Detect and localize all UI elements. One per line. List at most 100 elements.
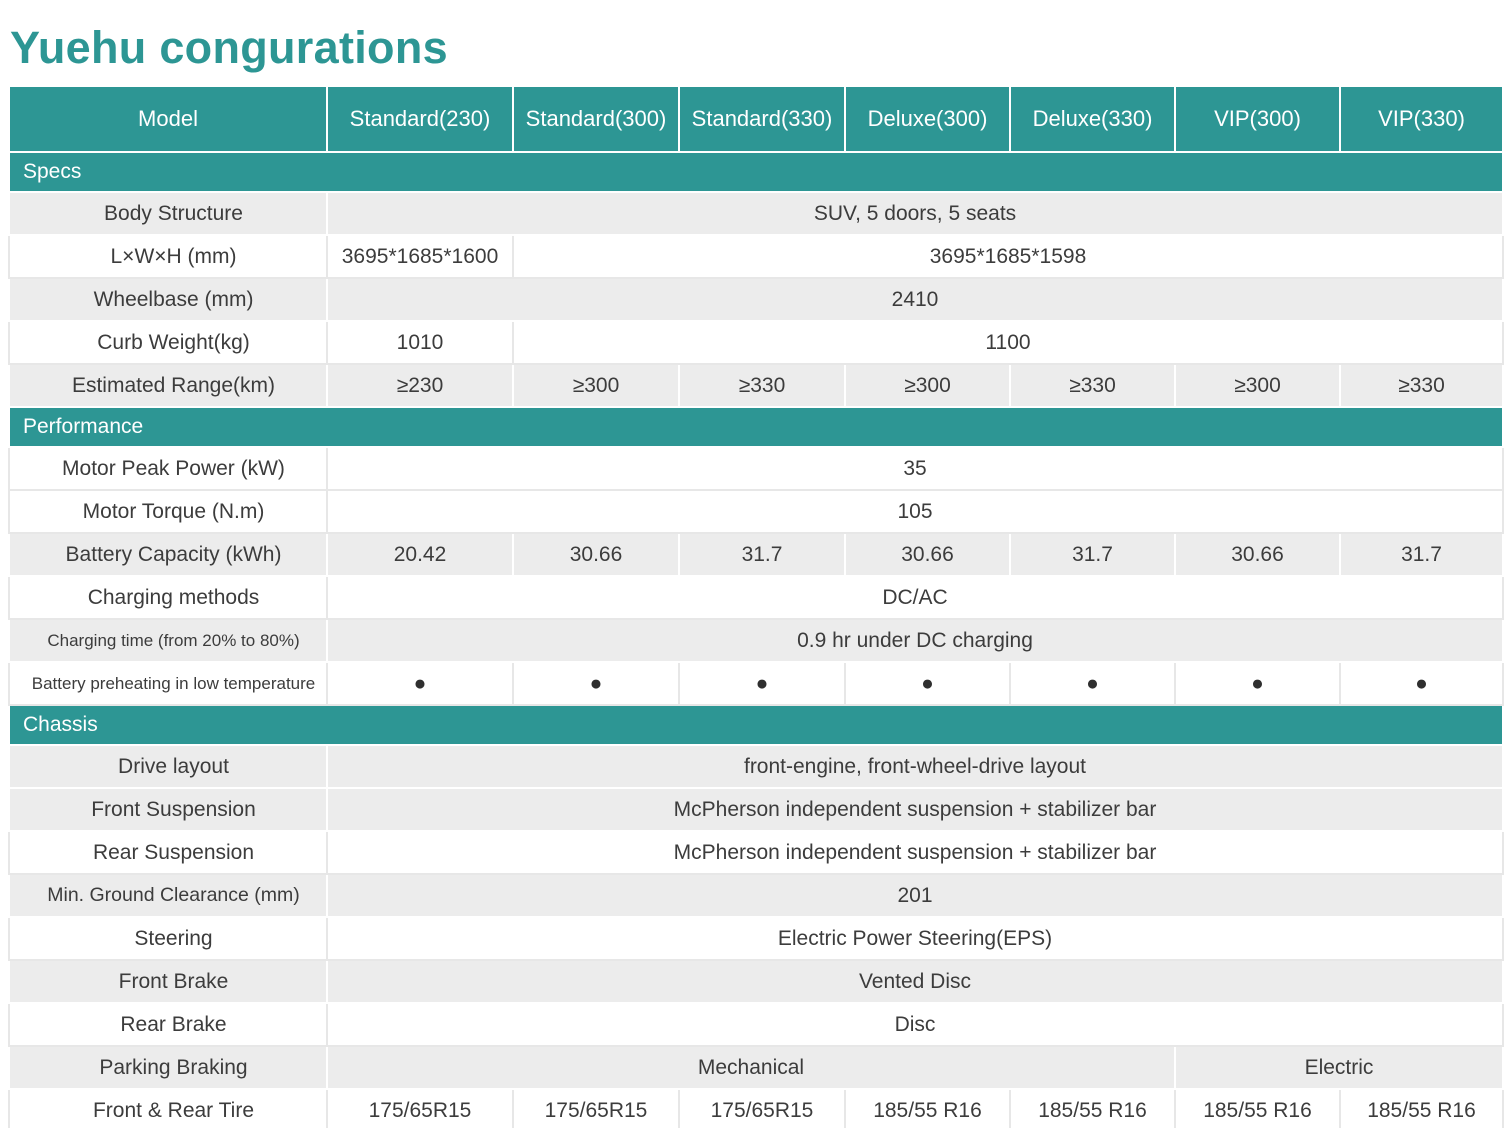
row-body-structure: Body Structure SUV, 5 doors, 5 seats: [8, 191, 1504, 237]
page-title: Yuehu congurations: [10, 22, 448, 73]
feature-dot: ●: [678, 661, 846, 707]
row-label: Steering: [8, 916, 328, 962]
row-drive-layout: Drive layout front-engine, front-wheel-d…: [8, 744, 1504, 790]
value-cell: 175/65R15: [512, 1088, 680, 1128]
spec-table: Model Standard(230) Standard(300) Standa…: [8, 85, 1504, 1128]
value-cell: 1100: [512, 320, 1504, 366]
table-header-row: Model Standard(230) Standard(300) Standa…: [8, 85, 1504, 154]
section-header-chassis: Chassis: [8, 704, 1504, 747]
row-label: Min. Ground Clearance (mm): [8, 873, 328, 919]
value-cell: Electric Power Steering(EPS): [326, 916, 1504, 962]
row-charging-methods: Charging methods DC/AC: [8, 575, 1504, 621]
row-label: Rear Suspension: [8, 830, 328, 876]
column-header-vip-300: VIP(300): [1174, 85, 1341, 154]
value-cell: 175/65R15: [326, 1088, 514, 1128]
row-label: Battery Capacity (kWh): [8, 532, 328, 578]
row-battery-preheating: Battery preheating in low temperature ● …: [8, 661, 1504, 707]
value-cell: 185/55 R16: [1339, 1088, 1504, 1128]
row-label: Body Structure: [8, 191, 328, 237]
section-header-specs: Specs: [8, 151, 1504, 194]
row-label: Front Suspension: [8, 787, 328, 833]
feature-dot: ●: [1339, 661, 1504, 707]
value-cell: 3695*1685*1600: [326, 234, 514, 280]
row-ground-clearance: Min. Ground Clearance (mm) 201: [8, 873, 1504, 919]
value-cell: 3695*1685*1598: [512, 234, 1504, 280]
feature-dot: ●: [1174, 661, 1341, 707]
row-curb-weight: Curb Weight(kg) 1010 1100: [8, 320, 1504, 366]
column-header-standard-230: Standard(230): [326, 85, 514, 154]
row-lwh: L×W×H (mm) 3695*1685*1600 3695*1685*1598: [8, 234, 1504, 280]
row-estimated-range: Estimated Range(km) ≥230 ≥300 ≥330 ≥300 …: [8, 363, 1504, 409]
column-header-standard-300: Standard(300): [512, 85, 680, 154]
row-label: Battery preheating in low temperature: [8, 661, 328, 707]
value-cell: ≥330: [678, 363, 846, 409]
row-label: Curb Weight(kg): [8, 320, 328, 366]
row-front-brake: Front Brake Vented Disc: [8, 959, 1504, 1005]
row-rear-suspension: Rear Suspension McPherson independent su…: [8, 830, 1504, 876]
value-cell: 31.7: [1339, 532, 1504, 578]
section-title: Chassis: [8, 704, 1504, 747]
row-parking-braking: Parking Braking Mechanical Electric: [8, 1045, 1504, 1091]
row-steering: Steering Electric Power Steering(EPS): [8, 916, 1504, 962]
row-label: Motor Torque (N.m): [8, 489, 328, 535]
row-label: L×W×H (mm): [8, 234, 328, 280]
value-cell: ≥300: [512, 363, 680, 409]
column-header-standard-330: Standard(330): [678, 85, 846, 154]
feature-dot: ●: [844, 661, 1011, 707]
column-header-deluxe-330: Deluxe(330): [1009, 85, 1176, 154]
value-cell: Electric: [1174, 1045, 1504, 1091]
value-cell: ≥230: [326, 363, 514, 409]
value-cell: McPherson independent suspension + stabi…: [326, 787, 1504, 833]
row-front-rear-tire: Front & Rear Tire 175/65R15 175/65R15 17…: [8, 1088, 1504, 1128]
row-label: Wheelbase (mm): [8, 277, 328, 323]
row-label: Rear Brake: [8, 1002, 328, 1048]
value-cell: 35: [326, 446, 1504, 492]
value-cell: ≥330: [1009, 363, 1176, 409]
value-cell: 201: [326, 873, 1504, 919]
value-cell: Disc: [326, 1002, 1504, 1048]
section-title: Performance: [8, 406, 1504, 449]
row-front-suspension: Front Suspension McPherson independent s…: [8, 787, 1504, 833]
row-charging-time: Charging time (from 20% to 80%) 0.9 hr u…: [8, 618, 1504, 664]
row-wheelbase: Wheelbase (mm) 2410: [8, 277, 1504, 323]
value-cell: DC/AC: [326, 575, 1504, 621]
value-cell: 175/65R15: [678, 1088, 846, 1128]
column-header-deluxe-300: Deluxe(300): [844, 85, 1011, 154]
row-label: Front Brake: [8, 959, 328, 1005]
value-cell: SUV, 5 doors, 5 seats: [326, 191, 1504, 237]
column-header-model: Model: [8, 85, 328, 154]
row-label: Charging time (from 20% to 80%): [8, 618, 328, 664]
row-motor-peak-power: Motor Peak Power (kW) 35: [8, 446, 1504, 492]
value-cell: 185/55 R16: [1009, 1088, 1176, 1128]
spec-sheet-page: Yuehu congurations Model Standard(230) S…: [0, 20, 1510, 1128]
value-cell: 31.7: [678, 532, 846, 578]
section-header-performance: Performance: [8, 406, 1504, 449]
value-cell: 30.66: [1174, 532, 1341, 578]
value-cell: 30.66: [512, 532, 680, 578]
column-header-vip-330: VIP(330): [1339, 85, 1504, 154]
value-cell: ≥300: [1174, 363, 1341, 409]
value-cell: 1010: [326, 320, 514, 366]
value-cell: Mechanical: [326, 1045, 1176, 1091]
value-cell: 185/55 R16: [1174, 1088, 1341, 1128]
row-label: Parking Braking: [8, 1045, 328, 1091]
feature-dot: ●: [1009, 661, 1176, 707]
value-cell: front-engine, front-wheel-drive layout: [326, 744, 1504, 790]
row-label: Front & Rear Tire: [8, 1088, 328, 1128]
row-battery-capacity: Battery Capacity (kWh) 20.42 30.66 31.7 …: [8, 532, 1504, 578]
value-cell: 20.42: [326, 532, 514, 578]
value-cell: 185/55 R16: [844, 1088, 1011, 1128]
value-cell: McPherson independent suspension + stabi…: [326, 830, 1504, 876]
feature-dot: ●: [512, 661, 680, 707]
value-cell: 30.66: [844, 532, 1011, 578]
value-cell: 2410: [326, 277, 1504, 323]
row-label: Drive layout: [8, 744, 328, 790]
value-cell: ≥330: [1339, 363, 1504, 409]
row-label: Motor Peak Power (kW): [8, 446, 328, 492]
value-cell: Vented Disc: [326, 959, 1504, 1005]
row-rear-brake: Rear Brake Disc: [8, 1002, 1504, 1048]
feature-dot: ●: [326, 661, 514, 707]
row-label: Estimated Range(km): [8, 363, 328, 409]
value-cell: ≥300: [844, 363, 1011, 409]
row-motor-torque: Motor Torque (N.m) 105: [8, 489, 1504, 535]
